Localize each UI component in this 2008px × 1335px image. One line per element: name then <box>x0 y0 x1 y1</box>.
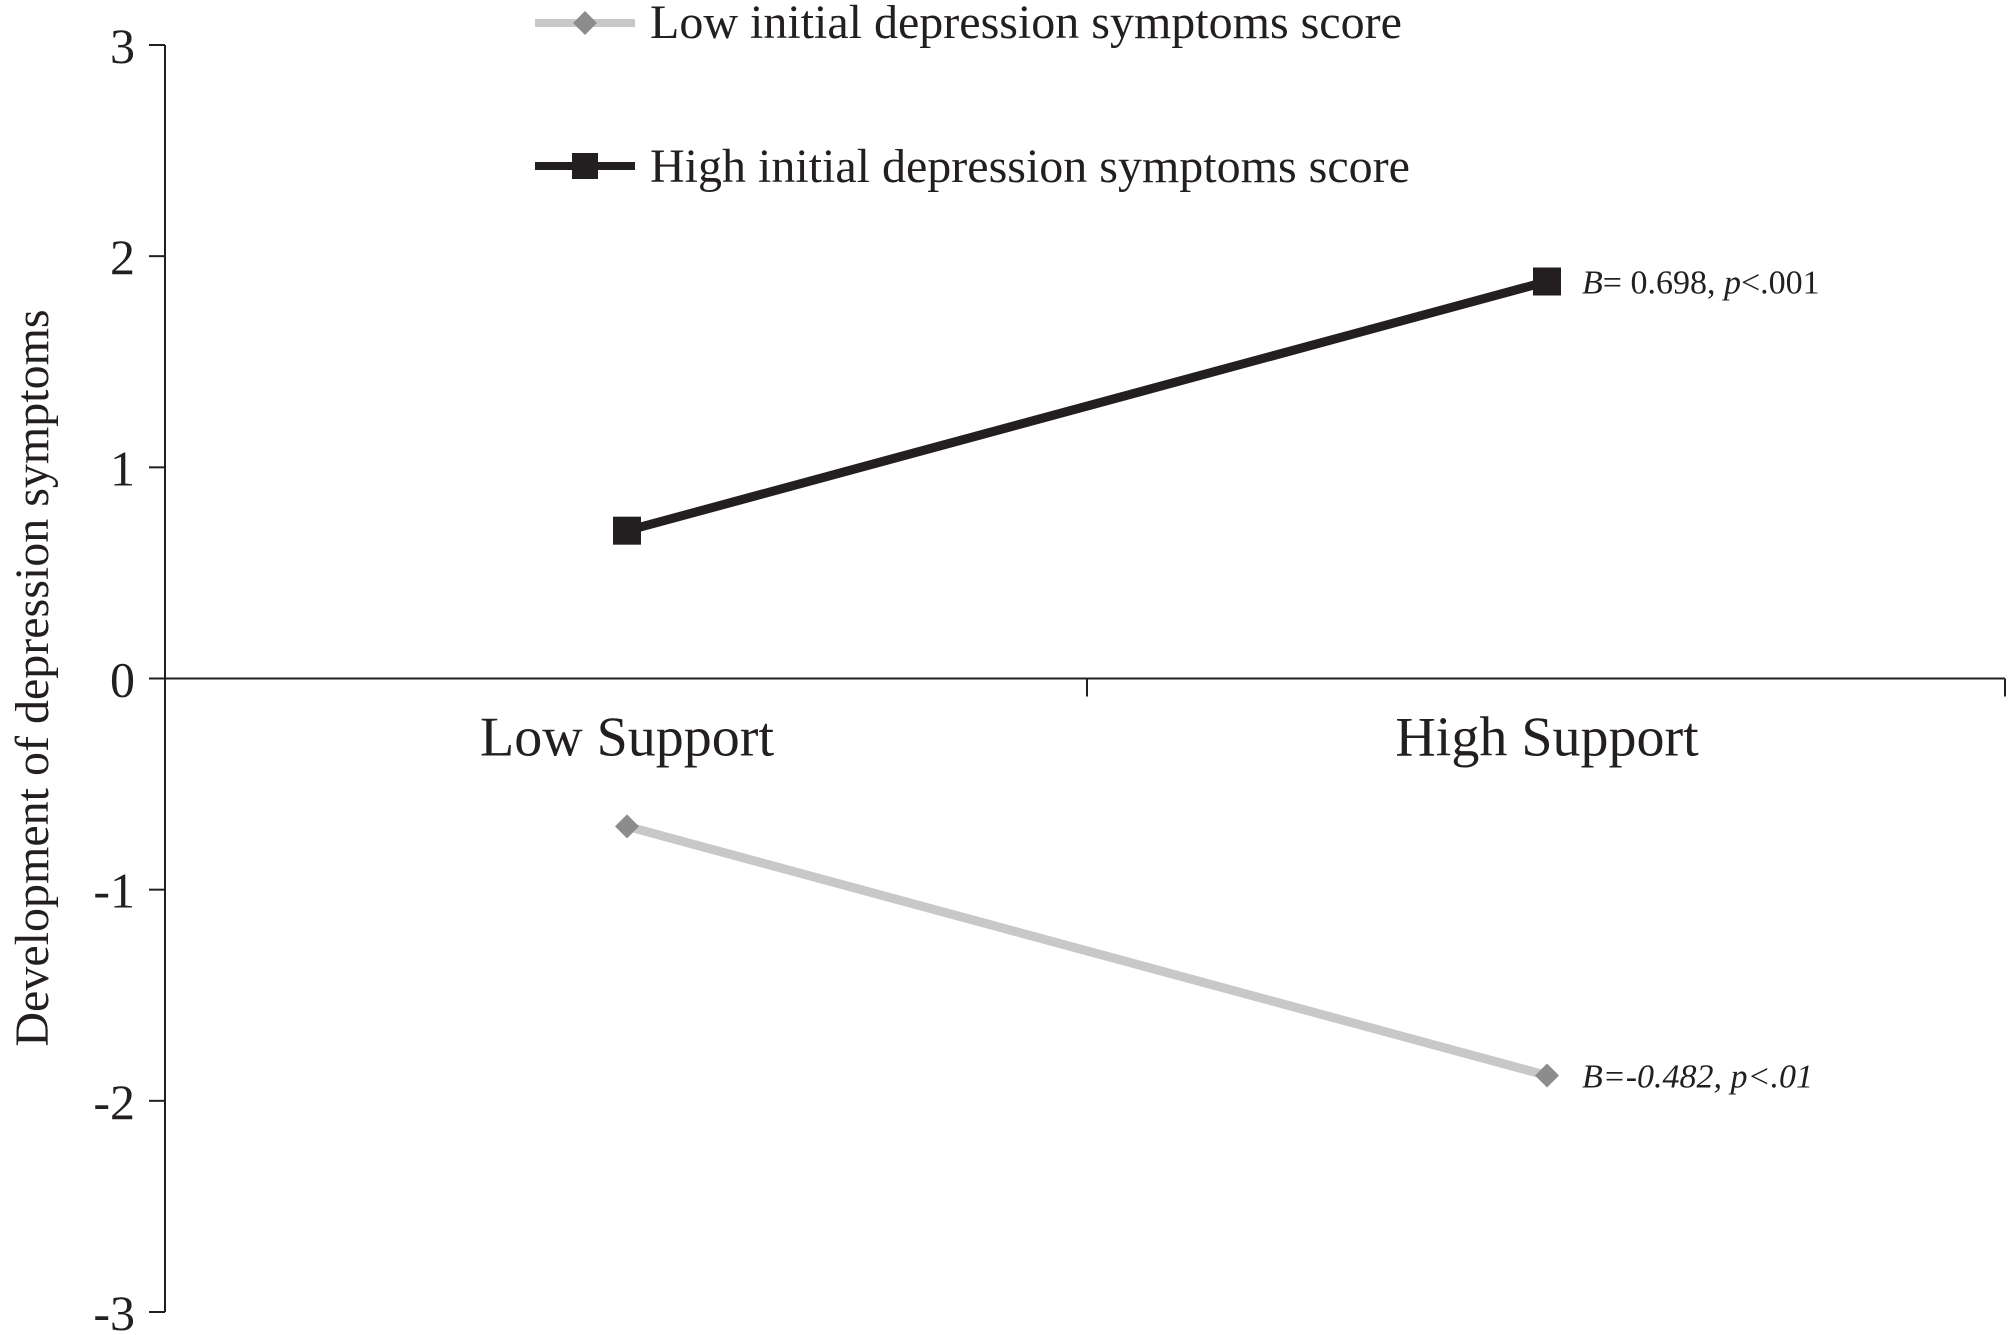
data-point <box>1535 1063 1559 1088</box>
y-tick-label: 3 <box>110 18 135 74</box>
y-ticks: 3 2 1 0 -1 -2 -3 <box>93 18 165 1335</box>
x-category-label: Low Support <box>480 707 774 769</box>
x-ticks: Low Support High Support <box>480 678 2006 769</box>
y-tick-label: -3 <box>93 1285 135 1335</box>
axes <box>164 45 2005 1312</box>
legend-item-low: Low initial depression symptoms score <box>535 0 1402 49</box>
y-tick-label: 2 <box>110 229 135 285</box>
data-point <box>1533 267 1561 296</box>
y-tick-label: -2 <box>93 1074 135 1130</box>
legend-marker-diamond <box>573 11 597 35</box>
legend-label-low: Low initial depression symptoms score <box>650 0 1402 49</box>
legend-marker-square <box>572 153 598 179</box>
legend: Low initial depression symptoms score Hi… <box>535 0 1410 193</box>
data-point <box>613 516 641 545</box>
series-1: B= 0.698, p<.001 <box>613 265 1820 545</box>
series-line <box>625 277 1549 536</box>
legend-item-high: High initial depression symptoms score <box>535 140 1410 193</box>
slope-annotation: B= 0.698, p<.001 <box>1582 265 1820 302</box>
x-category-label: High Support <box>1395 707 1699 769</box>
series-0: B=-0.482, p<.01 <box>615 814 1813 1095</box>
y-tick-label: 0 <box>110 652 135 708</box>
series-line <box>625 821 1549 1080</box>
legend-label-high: High initial depression symptoms score <box>650 140 1410 193</box>
y-tick-label: -1 <box>93 863 135 919</box>
series-layer: B=-0.482, p<.01 B= 0.698, p<.001 <box>613 265 1820 1095</box>
data-point <box>615 814 639 839</box>
y-axis-title: Development of depression symptoms <box>6 309 59 1046</box>
y-tick-label: 1 <box>110 440 135 496</box>
slope-annotation: B=-0.482, p<.01 <box>1582 1058 1813 1095</box>
